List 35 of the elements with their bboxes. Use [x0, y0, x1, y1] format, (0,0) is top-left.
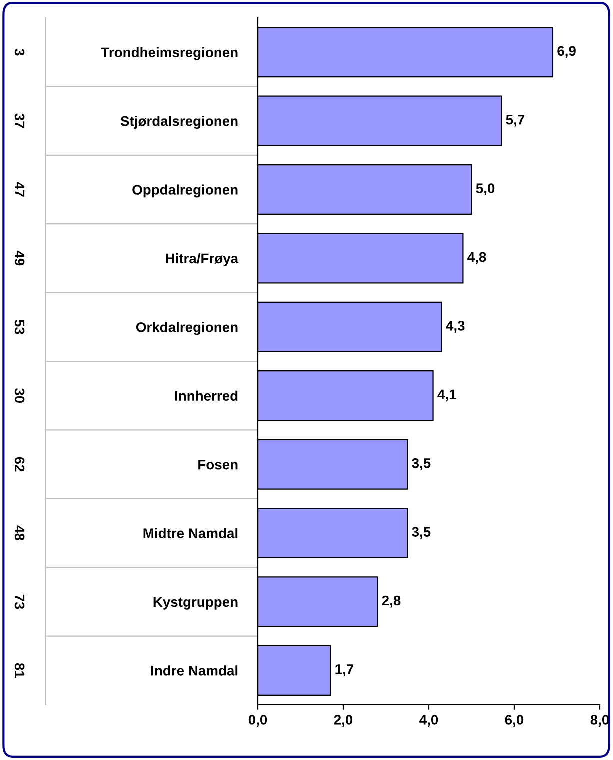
y-tick-label: Indre Namdal	[152, 666, 238, 676]
text: 81	[14, 663, 25, 678]
y-tick-label: Kystgruppen	[154, 597, 238, 610]
data-label: 1,7	[336, 664, 354, 676]
text: 47	[15, 182, 25, 197]
data-label: 3,5	[412, 527, 431, 539]
y-tick-label: Oppdalregionen	[132, 184, 238, 198]
text: 53	[14, 320, 25, 334]
text: 49	[14, 250, 25, 266]
x-tick-label: 0,0	[248, 715, 268, 727]
text: 73	[14, 594, 25, 610]
data-label: 4,1	[438, 390, 456, 402]
y-tick-label: Stjørdalsregionen	[120, 116, 238, 130]
y-tick-label: Trondheimsregionen	[101, 47, 238, 60]
data-label: 2,8	[382, 596, 401, 608]
y-tick-label: Orkdalregionen	[136, 322, 238, 336]
text: 48	[14, 526, 25, 541]
x-tick-label: 6,0	[505, 715, 524, 727]
text: 30	[14, 388, 25, 404]
text: 62	[14, 457, 25, 472]
y-tick-label: Fosen	[198, 460, 238, 470]
data-label: 3,5	[412, 458, 431, 470]
y-tick-label: Midtre Namdal	[144, 528, 238, 538]
data-label: 4,3	[446, 321, 465, 333]
data-label: 5,7	[506, 115, 525, 127]
x-tick-label: 2,0	[334, 715, 353, 727]
text: 3	[14, 48, 25, 56]
x-tick-label: 8,0	[590, 715, 610, 727]
text: 37	[14, 114, 25, 128]
y-tick-label: Innherred	[175, 390, 238, 402]
data-label: 4,8	[468, 252, 486, 264]
data-label: 5,0	[476, 184, 495, 196]
x-tick-label: 4,0	[420, 715, 438, 727]
y-tick-label: Hitra/Frøya	[166, 253, 239, 266]
data-label: 6,9	[558, 46, 576, 58]
